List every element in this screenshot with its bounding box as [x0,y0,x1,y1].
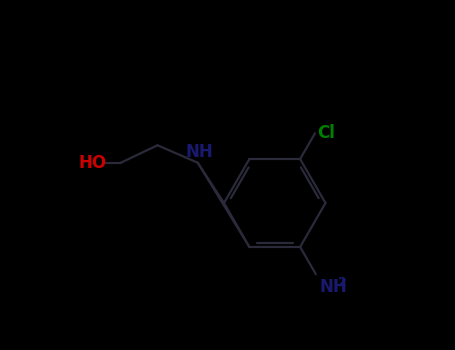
Text: NH: NH [319,278,347,296]
Text: 2: 2 [338,276,346,289]
Text: Cl: Cl [317,124,334,142]
Text: HO: HO [79,154,107,172]
Text: NH: NH [186,143,213,161]
